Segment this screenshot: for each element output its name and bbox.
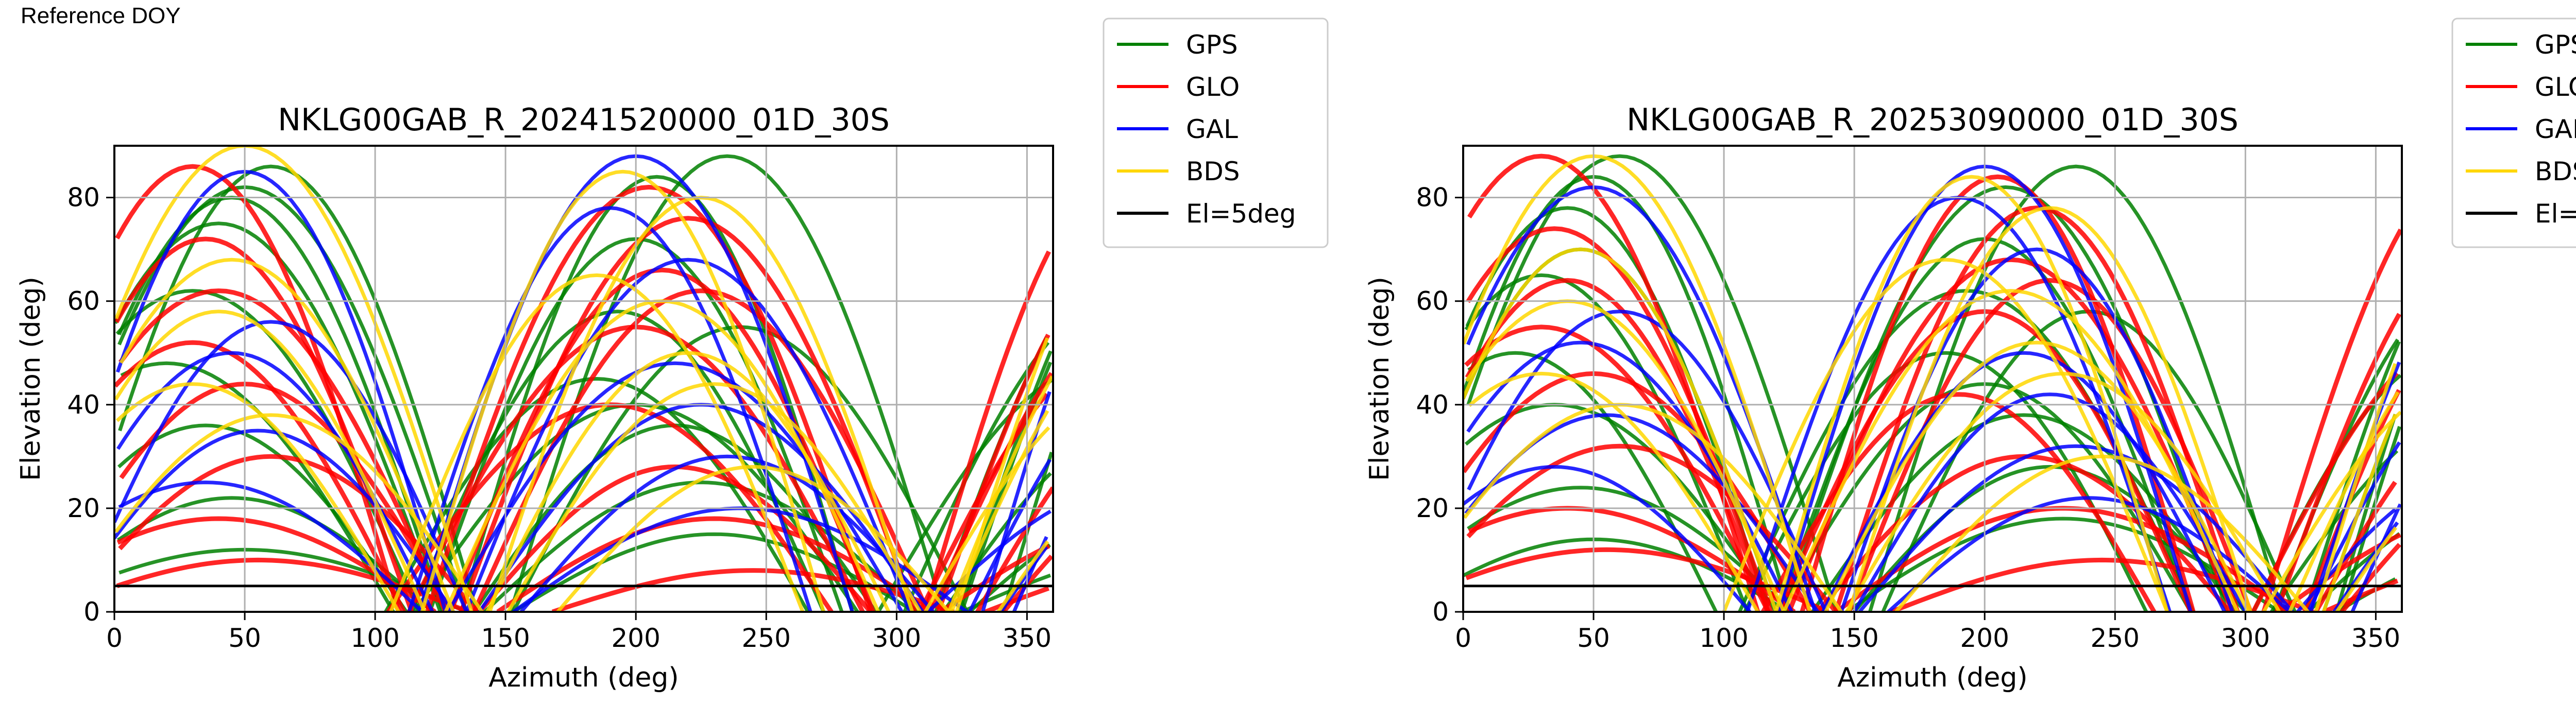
legend: GPS GLO GAL BDS El=5deg xyxy=(2451,18,2576,248)
arc-bds xyxy=(485,351,891,612)
axes-frame xyxy=(1462,145,2403,613)
y-axis-label: Elevation (deg) xyxy=(1364,277,1395,481)
x-tick-label: 350 xyxy=(1003,623,1052,653)
x-axis-label: Azimuth (deg) xyxy=(488,662,679,693)
x-tick-label: 100 xyxy=(1699,623,1748,653)
arc-glo xyxy=(425,184,873,612)
x-tick-label: 300 xyxy=(2221,623,2270,653)
legend-label: GPS xyxy=(2535,30,2576,60)
x-tick-label: 150 xyxy=(1829,623,1878,653)
arc-bds xyxy=(1824,340,2250,612)
y-tick-label: 40 xyxy=(1416,390,1449,420)
arc-gal xyxy=(519,454,935,612)
arc-bds xyxy=(1847,206,2252,612)
arc-gal xyxy=(1839,247,2234,612)
legend-label: BDS xyxy=(1186,157,1240,186)
arc-bds xyxy=(1774,175,2169,612)
x-tick-label: 200 xyxy=(612,623,660,653)
axes-frame xyxy=(113,145,1054,613)
arc-glo xyxy=(116,557,1049,612)
x-tick-label: 0 xyxy=(106,623,123,653)
arc-bds xyxy=(1722,258,2169,612)
y-tick-label: 80 xyxy=(67,183,100,213)
y-tick-label: 60 xyxy=(67,286,100,316)
arc-glo xyxy=(551,568,955,612)
arc-bds xyxy=(114,146,1049,612)
arc-glo xyxy=(448,267,875,612)
y-tick-label: 0 xyxy=(1432,597,1449,627)
arc-gps xyxy=(459,175,854,612)
x-tick-label: 150 xyxy=(481,623,530,653)
legend-label: GAL xyxy=(1186,114,1238,144)
arc-bds xyxy=(119,258,1053,612)
arc-gal xyxy=(1463,465,2397,612)
x-axis-label: Azimuth (deg) xyxy=(1837,662,2027,693)
y-axis-label: Elevation (deg) xyxy=(15,277,46,481)
reference-doy-label: Reference DOY xyxy=(21,3,181,28)
y-tick-label: 20 xyxy=(67,493,100,523)
legend-label: El=5deg xyxy=(1186,199,1296,229)
legend-label: GAL xyxy=(2535,114,2576,144)
legend-label: GLO xyxy=(1186,72,1240,102)
arc-gps xyxy=(512,532,916,612)
arc-glo xyxy=(1787,257,2235,612)
y-tick-label: 40 xyxy=(67,390,100,420)
y-tick-label: 20 xyxy=(1416,493,1449,523)
arc-gal xyxy=(1853,392,2247,612)
chart-panel-right: 0 50 100 150 200 250 300 350 0 20 40 60 80 NKLG00GAB_… xyxy=(1364,18,2576,693)
y-tick-label: 60 xyxy=(1416,286,1449,316)
legend-label: BDS xyxy=(2535,157,2576,186)
arc-glo xyxy=(1834,205,2240,612)
arc-glo xyxy=(459,216,918,612)
arc-bds xyxy=(389,273,805,612)
x-tick-label: 350 xyxy=(2351,623,2400,653)
legend: GPS GLO GAL BDS El=5deg xyxy=(1103,18,1329,248)
arc-gal xyxy=(1887,496,2291,612)
chart-panel-left: 0 50 100 150 200 250 300 350 0 20 40 60 80 NKLG00GAB_… xyxy=(15,18,1329,693)
legend-label: El=5deg xyxy=(2535,199,2576,229)
x-tick-label: 250 xyxy=(2091,623,2140,653)
data-layer xyxy=(114,146,1053,612)
arc-bds xyxy=(1894,454,2310,612)
x-tick-label: 50 xyxy=(1577,623,1610,653)
data-layer xyxy=(1463,153,2402,612)
chart-title: NKLG00GAB_R_20253090000_01D_30S xyxy=(1626,102,2239,138)
x-tick-label: 100 xyxy=(350,623,399,653)
y-tick-label: 0 xyxy=(83,597,100,627)
legend-box xyxy=(2451,18,2576,248)
x-tick-label: 300 xyxy=(872,623,921,653)
arc-bds xyxy=(1844,371,2281,612)
arc-gps xyxy=(1845,517,2281,612)
arc-gal xyxy=(1858,444,2294,612)
legend-label: GPS xyxy=(1186,30,1238,60)
arc-bds xyxy=(556,465,951,612)
y-tick-label: 80 xyxy=(1416,183,1449,213)
arc-bds xyxy=(1465,299,2400,612)
arc-gps xyxy=(509,154,945,612)
legend-box xyxy=(1103,18,1329,248)
x-tick-label: 50 xyxy=(228,623,261,653)
x-tick-label: 0 xyxy=(1455,623,1471,653)
arc-gal xyxy=(465,258,911,612)
x-tick-label: 200 xyxy=(1960,623,2009,653)
x-tick-label: 250 xyxy=(742,623,791,653)
arc-gps xyxy=(1868,164,2284,612)
arc-bds xyxy=(1463,154,2397,612)
arc-gps xyxy=(1743,351,2148,612)
legend-label: GLO xyxy=(2535,72,2576,102)
arc-bds xyxy=(114,413,1049,612)
arc-bds xyxy=(506,382,922,612)
chart-title: NKLG00GAB_R_20241520000_01D_30S xyxy=(278,102,890,138)
arc-bds xyxy=(1463,403,2398,612)
